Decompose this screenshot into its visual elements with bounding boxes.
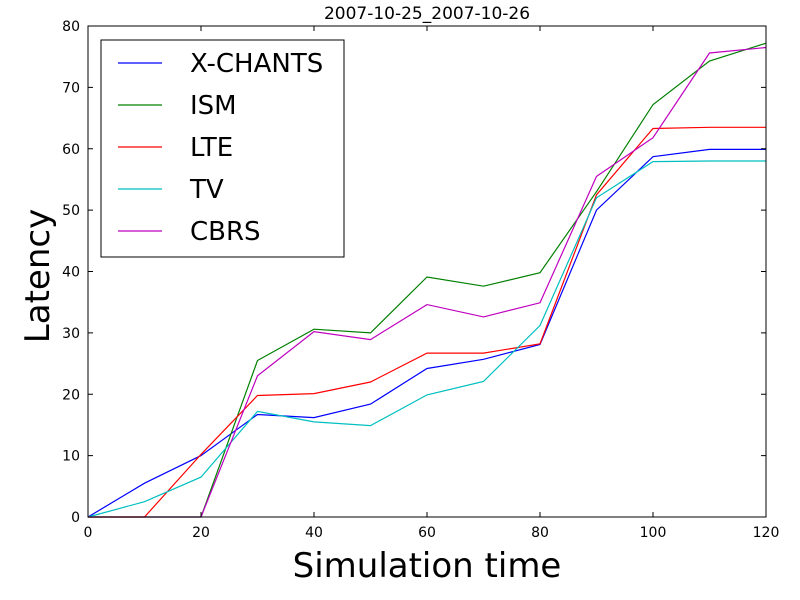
legend-label: X-CHANTS xyxy=(190,49,323,79)
y-tick-label: 50 xyxy=(62,203,80,219)
y-axis-label: Latency xyxy=(18,209,58,343)
x-tick-label: 60 xyxy=(418,525,436,541)
y-ticks: 0 10 20 30 40 50 60 70 80 xyxy=(62,19,766,526)
x-tick-label: 120 xyxy=(753,525,780,541)
legend-label: LTE xyxy=(190,133,233,163)
legend-box xyxy=(100,39,345,258)
x-tick-label: 40 xyxy=(305,525,323,541)
y-tick-label: 70 xyxy=(62,80,80,96)
legend-label: TV xyxy=(189,175,224,205)
chart-title: 2007-10-25_2007-10-26 xyxy=(324,4,530,24)
y-tick-label: 60 xyxy=(62,142,80,158)
y-tick-label: 20 xyxy=(62,387,80,403)
legend-label: ISM xyxy=(190,91,237,121)
x-axis-label: Simulation time xyxy=(293,546,562,586)
y-tick-label: 0 xyxy=(71,510,80,526)
x-tick-label: 100 xyxy=(640,525,667,541)
x-tick-label: 0 xyxy=(84,525,93,541)
x-tick-label: 80 xyxy=(531,525,549,541)
y-tick-label: 30 xyxy=(62,326,80,342)
y-tick-label: 10 xyxy=(62,449,80,465)
series-line-tv xyxy=(87,160,766,518)
series-line-x-chants xyxy=(87,148,766,518)
y-tick-label: 80 xyxy=(62,19,80,35)
series-line-lte xyxy=(88,126,766,518)
x-ticks: 0 20 40 60 80 100 120 xyxy=(84,26,780,541)
x-tick-label: 20 xyxy=(192,525,210,541)
legend-label: CBRS xyxy=(190,217,261,247)
legend: X-CHANTS ISM LTE TV CBRS xyxy=(100,39,345,258)
y-tick-label: 40 xyxy=(62,265,80,281)
